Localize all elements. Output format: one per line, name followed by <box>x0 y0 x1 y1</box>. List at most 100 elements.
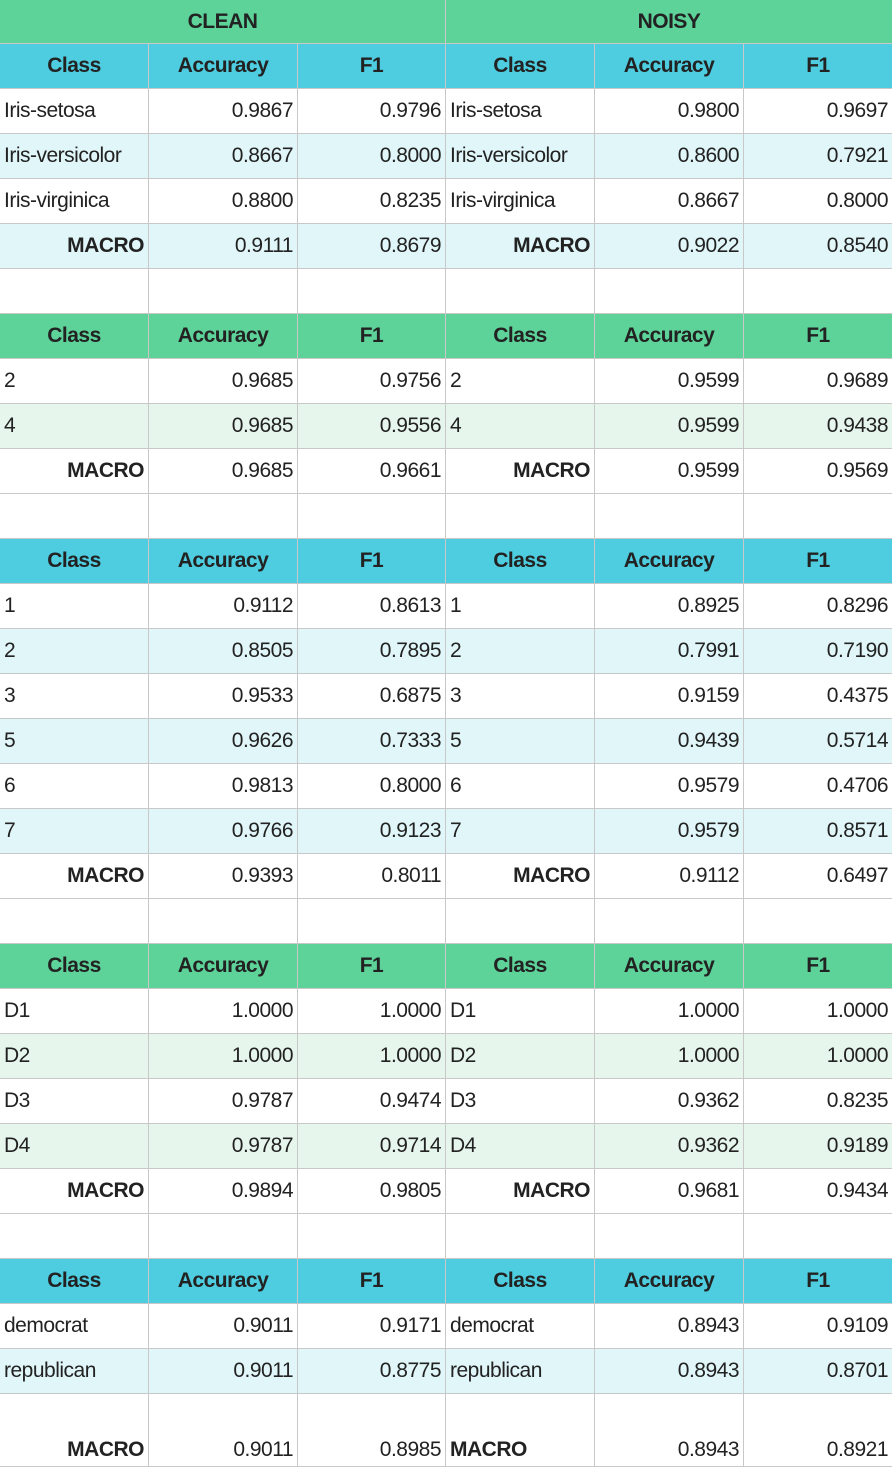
noisy-class-cell[interactable]: D2 <box>446 1034 595 1079</box>
clean-accuracy-cell[interactable]: 0.8505 <box>149 629 298 674</box>
clean-macro-label[interactable]: MACRO <box>0 1394 149 1467</box>
noisy-f1-cell[interactable]: 0.9697 <box>744 89 892 134</box>
clean-f1-cell[interactable]: 0.7333 <box>298 719 446 764</box>
clean-class-cell[interactable]: republican <box>0 1349 149 1394</box>
empty-cell[interactable] <box>149 1214 298 1259</box>
noisy-accuracy-cell[interactable]: 0.8600 <box>595 134 744 179</box>
clean-class-cell[interactable]: Iris-virginica <box>0 179 149 224</box>
noisy-class-cell[interactable]: Iris-setosa <box>446 89 595 134</box>
f1-column-header[interactable]: F1 <box>744 314 892 359</box>
clean-class-cell[interactable]: 7 <box>0 809 149 854</box>
accuracy-column-header[interactable]: Accuracy <box>149 314 298 359</box>
class-column-header[interactable]: Class <box>446 539 595 584</box>
clean-macro-accuracy[interactable]: 0.9685 <box>149 449 298 494</box>
clean-f1-cell[interactable]: 0.8235 <box>298 179 446 224</box>
clean-macro-accuracy[interactable]: 0.9894 <box>149 1169 298 1214</box>
noisy-f1-cell[interactable]: 0.9189 <box>744 1124 892 1169</box>
clean-accuracy-cell[interactable]: 0.9766 <box>149 809 298 854</box>
clean-macro-accuracy[interactable]: 0.9393 <box>149 854 298 899</box>
class-column-header[interactable]: Class <box>0 539 149 584</box>
clean-class-cell[interactable]: 2 <box>0 359 149 404</box>
clean-f1-cell[interactable]: 0.8613 <box>298 584 446 629</box>
noisy-macro-accuracy[interactable]: 0.9599 <box>595 449 744 494</box>
clean-accuracy-cell[interactable]: 0.8667 <box>149 134 298 179</box>
class-column-header[interactable]: Class <box>0 314 149 359</box>
empty-cell[interactable] <box>149 899 298 944</box>
noisy-f1-cell[interactable]: 0.8571 <box>744 809 892 854</box>
empty-cell[interactable] <box>446 899 595 944</box>
noisy-accuracy-cell[interactable]: 1.0000 <box>595 1034 744 1079</box>
f1-column-header[interactable]: F1 <box>298 44 446 89</box>
empty-cell[interactable] <box>744 1214 892 1259</box>
noisy-f1-cell[interactable]: 0.8000 <box>744 179 892 224</box>
clean-accuracy-cell[interactable]: 0.9011 <box>149 1349 298 1394</box>
clean-class-cell[interactable]: 5 <box>0 719 149 764</box>
clean-class-cell[interactable]: 2 <box>0 629 149 674</box>
accuracy-column-header[interactable]: Accuracy <box>595 944 744 989</box>
clean-f1-cell[interactable]: 0.8000 <box>298 134 446 179</box>
empty-cell[interactable] <box>298 899 446 944</box>
clean-f1-cell[interactable]: 0.9756 <box>298 359 446 404</box>
accuracy-column-header[interactable]: Accuracy <box>595 44 744 89</box>
noisy-class-cell[interactable]: 5 <box>446 719 595 764</box>
noisy-macro-f1[interactable]: 0.8540 <box>744 224 892 269</box>
noisy-class-cell[interactable]: 2 <box>446 629 595 674</box>
clean-macro-label[interactable]: MACRO <box>0 854 149 899</box>
clean-macro-label[interactable]: MACRO <box>0 449 149 494</box>
noisy-class-cell[interactable]: Iris-virginica <box>446 179 595 224</box>
noisy-f1-cell[interactable]: 0.8235 <box>744 1079 892 1124</box>
clean-accuracy-cell[interactable]: 0.9787 <box>149 1124 298 1169</box>
clean-f1-cell[interactable]: 0.6875 <box>298 674 446 719</box>
clean-class-cell[interactable]: D2 <box>0 1034 149 1079</box>
clean-f1-cell[interactable]: 0.8775 <box>298 1349 446 1394</box>
empty-cell[interactable] <box>595 1214 744 1259</box>
class-column-header[interactable]: Class <box>446 944 595 989</box>
clean-macro-f1[interactable]: 0.8011 <box>298 854 446 899</box>
empty-cell[interactable] <box>446 269 595 314</box>
clean-macro-f1[interactable]: 0.9661 <box>298 449 446 494</box>
noisy-macro-label[interactable]: MACRO <box>446 224 595 269</box>
noisy-accuracy-cell[interactable]: 0.9599 <box>595 359 744 404</box>
clean-class-cell[interactable]: D4 <box>0 1124 149 1169</box>
empty-cell[interactable] <box>595 494 744 539</box>
noisy-macro-label[interactable]: MACRO <box>446 449 595 494</box>
noisy-macro-label[interactable]: MACRO <box>446 1169 595 1214</box>
empty-cell[interactable] <box>0 899 149 944</box>
noisy-f1-cell[interactable]: 0.8701 <box>744 1349 892 1394</box>
clean-macro-accuracy[interactable]: 0.9111 <box>149 224 298 269</box>
noisy-class-cell[interactable]: D3 <box>446 1079 595 1124</box>
class-column-header[interactable]: Class <box>0 44 149 89</box>
clean-macro-f1[interactable]: 0.8679 <box>298 224 446 269</box>
noisy-accuracy-cell[interactable]: 0.8943 <box>595 1304 744 1349</box>
f1-column-header[interactable]: F1 <box>744 44 892 89</box>
clean-f1-cell[interactable]: 0.9796 <box>298 89 446 134</box>
clean-class-cell[interactable]: D3 <box>0 1079 149 1124</box>
accuracy-column-header[interactable]: Accuracy <box>149 539 298 584</box>
noisy-f1-cell[interactable]: 0.7921 <box>744 134 892 179</box>
accuracy-column-header[interactable]: Accuracy <box>149 1259 298 1304</box>
noisy-class-cell[interactable]: Iris-versicolor <box>446 134 595 179</box>
clean-accuracy-cell[interactable]: 0.9787 <box>149 1079 298 1124</box>
noisy-accuracy-cell[interactable]: 0.8667 <box>595 179 744 224</box>
clean-accuracy-cell[interactable]: 0.9813 <box>149 764 298 809</box>
clean-accuracy-cell[interactable]: 0.9685 <box>149 404 298 449</box>
clean-accuracy-cell[interactable]: 0.9533 <box>149 674 298 719</box>
clean-f1-cell[interactable]: 0.8000 <box>298 764 446 809</box>
clean-accuracy-cell[interactable]: 1.0000 <box>149 989 298 1034</box>
noisy-f1-cell[interactable]: 0.4706 <box>744 764 892 809</box>
clean-macro-f1[interactable]: 0.9805 <box>298 1169 446 1214</box>
noisy-accuracy-cell[interactable]: 0.9599 <box>595 404 744 449</box>
clean-macro-accuracy[interactable]: 0.9011 <box>149 1394 298 1467</box>
noisy-accuracy-cell[interactable]: 1.0000 <box>595 989 744 1034</box>
accuracy-column-header[interactable]: Accuracy <box>595 314 744 359</box>
empty-cell[interactable] <box>298 1214 446 1259</box>
empty-cell[interactable] <box>0 269 149 314</box>
noisy-macro-accuracy[interactable]: 0.8943 <box>595 1394 744 1467</box>
noisy-class-cell[interactable]: republican <box>446 1349 595 1394</box>
clean-accuracy-cell[interactable]: 0.9867 <box>149 89 298 134</box>
class-column-header[interactable]: Class <box>0 944 149 989</box>
noisy-class-cell[interactable]: 4 <box>446 404 595 449</box>
noisy-f1-cell[interactable]: 1.0000 <box>744 989 892 1034</box>
class-column-header[interactable]: Class <box>446 44 595 89</box>
noisy-class-cell[interactable]: 3 <box>446 674 595 719</box>
